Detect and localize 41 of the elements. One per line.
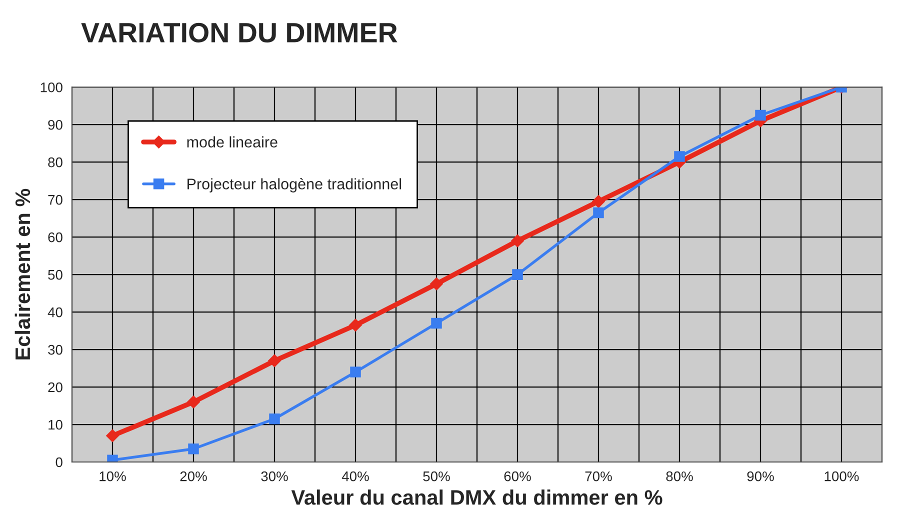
x-tick-label: 90% xyxy=(747,471,774,482)
y-tick-label: 0 xyxy=(56,457,62,468)
legend-label: mode lineaire xyxy=(187,136,278,148)
point xyxy=(350,366,361,378)
point xyxy=(674,151,685,162)
x-tick-label: 40% xyxy=(342,471,369,482)
x-tick-label: 80% xyxy=(666,471,693,482)
point xyxy=(593,207,604,218)
point xyxy=(268,354,281,368)
point xyxy=(512,269,523,280)
legend-label: Projecteur halogène traditionnel xyxy=(188,178,402,192)
point xyxy=(430,278,443,290)
chart-title: VARIATION DU DIMMER xyxy=(81,22,398,43)
point xyxy=(188,444,199,454)
x-tick-label: 100% xyxy=(824,471,859,482)
y-tick-label: 30 xyxy=(48,344,62,355)
x-tick-label: 20% xyxy=(180,471,207,482)
y-tick-label: 40 xyxy=(48,307,62,318)
y-tick-label: 100 xyxy=(40,82,62,92)
point xyxy=(755,110,766,121)
y-axis-title: Eclairement en % xyxy=(14,188,30,360)
point xyxy=(269,414,280,424)
y-tick-label: 20 xyxy=(48,382,62,392)
point xyxy=(431,318,442,329)
point xyxy=(511,234,524,248)
point xyxy=(349,318,362,332)
y-tick-label: 10 xyxy=(48,420,62,430)
y-tick-label: 70 xyxy=(48,194,62,205)
point xyxy=(187,396,200,408)
point xyxy=(592,195,605,208)
y-tick-label: 50 xyxy=(48,270,62,280)
x-tick-label: 30% xyxy=(261,471,288,482)
y-tick-label: 80 xyxy=(48,157,62,168)
x-tick-label: 10% xyxy=(100,471,126,482)
x-tick-label: 70% xyxy=(585,471,612,482)
x-tick-label: 60% xyxy=(504,471,531,482)
y-tick-label: 60 xyxy=(48,232,62,242)
x-axis-title: Valeur du canal DMX du dimmer en % xyxy=(291,490,662,505)
y-tick-label: 90 xyxy=(48,120,62,130)
x-tick-label: 50% xyxy=(423,471,450,482)
point xyxy=(106,429,119,442)
